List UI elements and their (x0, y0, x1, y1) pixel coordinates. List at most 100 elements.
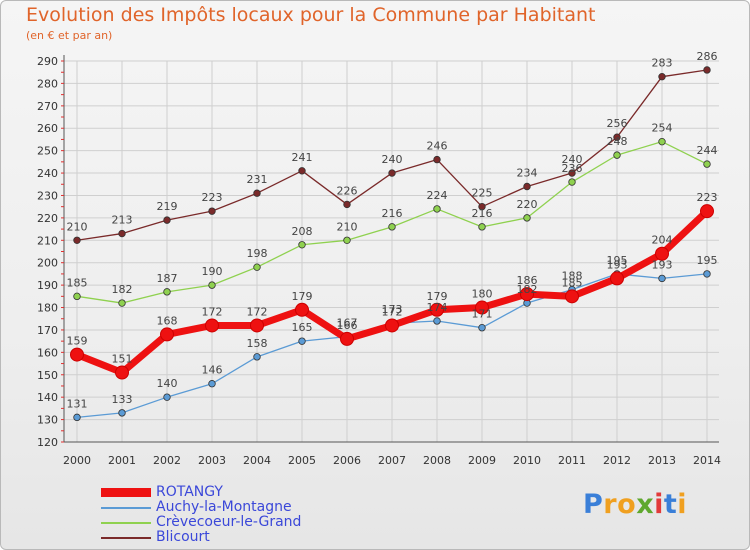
y-tick-label: 230 (37, 189, 58, 202)
legend-swatch (101, 522, 151, 524)
proxiti-logo: Proxiti (583, 489, 687, 520)
legend-label: Blicourt (156, 529, 210, 545)
logo-letter: P (583, 489, 604, 520)
y-tick-label: 150 (37, 369, 58, 382)
data-point-rotangy (565, 289, 579, 304)
data-label-auchy-la-montagne: 133 (112, 393, 133, 406)
data-label-rotangy: 193 (607, 258, 628, 271)
data-point-rotangy (205, 318, 219, 333)
data-point-blicourt (298, 167, 306, 175)
data-label-cr-vecoeur-le-grand: 182 (112, 283, 133, 296)
data-point-blicourt (118, 229, 126, 238)
data-label-rotangy: 179 (292, 290, 313, 303)
data-label-auchy-la-montagne: 165 (292, 321, 313, 334)
x-tick-label: 2007 (378, 454, 406, 467)
data-label-cr-vecoeur-le-grand: 220 (517, 198, 538, 211)
legend: ROTANGY Auchy-la-Montagne Crèvecoeur-le-Gr… (101, 484, 361, 545)
data-point-blicourt (703, 66, 711, 74)
data-point-cr-vecoeur-le-grand (253, 263, 261, 271)
x-tick-label: 2001 (108, 454, 136, 467)
legend-label: ROTANGY (156, 484, 223, 500)
y-tick-label: 250 (37, 145, 58, 158)
data-label-rotangy: 186 (517, 274, 538, 287)
data-point-rotangy (430, 302, 444, 317)
logo-letter: i (677, 489, 688, 520)
data-point-cr-vecoeur-le-grand (523, 214, 531, 222)
data-point-cr-vecoeur-le-grand (478, 223, 486, 231)
data-point-blicourt (253, 189, 261, 197)
data-label-cr-vecoeur-le-grand: 190 (202, 265, 223, 278)
data-label-rotangy: 179 (427, 290, 448, 303)
x-tick-label: 2002 (153, 454, 181, 467)
y-tick-label: 130 (37, 414, 58, 427)
data-label-auchy-la-montagne: 188 (562, 270, 583, 283)
data-label-blicourt: 241 (292, 151, 313, 164)
data-point-cr-vecoeur-le-grand (613, 151, 621, 159)
data-label-auchy-la-montagne: 158 (247, 337, 268, 350)
data-point-auchy-la-montagne (658, 274, 666, 283)
y-tick-label: 280 (37, 77, 58, 90)
data-label-blicourt: 219 (157, 200, 178, 213)
x-tick-label: 2003 (198, 454, 226, 467)
data-label-rotangy: 166 (337, 319, 358, 332)
series-lines (70, 66, 714, 422)
data-label-auchy-la-montagne: 174 (427, 301, 448, 314)
data-point-blicourt (433, 155, 441, 164)
data-point-cr-vecoeur-le-grand (568, 178, 576, 186)
data-label-cr-vecoeur-le-grand: 185 (67, 276, 88, 289)
data-point-cr-vecoeur-le-grand (298, 241, 306, 249)
legend-swatch (101, 488, 151, 497)
data-label-cr-vecoeur-le-grand: 244 (697, 144, 718, 157)
data-label-rotangy: 185 (562, 276, 583, 289)
data-point-rotangy (385, 318, 399, 333)
x-tick-label: 2005 (288, 454, 316, 467)
data-label-blicourt: 226 (337, 184, 358, 197)
legend-item: Blicourt (101, 529, 361, 545)
y-tick-label: 210 (37, 234, 58, 247)
legend-swatch (101, 507, 151, 509)
data-point-auchy-la-montagne (163, 393, 171, 401)
chart-title: Evolution des Impôts locaux pour la Comm… (26, 4, 596, 26)
data-point-auchy-la-montagne (433, 317, 441, 325)
data-point-cr-vecoeur-le-grand (343, 236, 351, 244)
data-label-cr-vecoeur-le-grand: 236 (562, 162, 583, 175)
y-tick-label: 260 (37, 122, 58, 135)
data-label-blicourt: 223 (202, 191, 223, 204)
x-tick-label: 2013 (648, 454, 676, 467)
line-chart: 1201301401501601701801902002102202302402… (37, 50, 721, 467)
data-point-auchy-la-montagne (118, 409, 126, 417)
data-point-rotangy (115, 365, 129, 380)
logo-letter: o (617, 489, 637, 520)
data-label-auchy-la-montagne: 173 (382, 303, 403, 316)
data-label-rotangy: 180 (472, 288, 493, 301)
data-point-cr-vecoeur-le-grand (658, 137, 666, 146)
data-point-blicourt (523, 182, 531, 191)
legend-label: Auchy-la-Montagne (156, 499, 292, 515)
y-tick-label: 180 (37, 302, 58, 315)
legend-item: ROTANGY (101, 484, 361, 500)
data-point-auchy-la-montagne (73, 413, 81, 422)
y-tick-label: 290 (37, 55, 58, 68)
data-label-auchy-la-montagne: 146 (202, 364, 223, 377)
data-label-cr-vecoeur-le-grand: 208 (292, 225, 313, 238)
data-label-cr-vecoeur-le-grand: 198 (247, 247, 268, 260)
axes: 1201301401501601701801902002102202302402… (37, 55, 721, 467)
data-label-rotangy: 168 (157, 314, 178, 327)
data-point-auchy-la-montagne (298, 337, 306, 345)
data-label-cr-vecoeur-le-grand: 248 (607, 135, 628, 148)
data-point-rotangy (475, 300, 489, 315)
data-label-rotangy: 172 (202, 305, 223, 318)
data-label-cr-vecoeur-le-grand: 210 (337, 220, 358, 233)
data-label-cr-vecoeur-le-grand: 216 (472, 207, 493, 220)
x-tick-label: 2010 (513, 454, 541, 467)
y-tick-label: 220 (37, 212, 58, 225)
legend-item: Auchy-la-Montagne (101, 499, 361, 515)
data-point-cr-vecoeur-le-grand (73, 292, 81, 301)
grid (64, 60, 719, 443)
data-point-rotangy (610, 271, 624, 286)
logo-letter: i (654, 489, 664, 520)
data-label-auchy-la-montagne: 195 (607, 254, 628, 267)
data-label-rotangy: 223 (697, 191, 718, 204)
y-tick-label: 190 (37, 279, 58, 292)
